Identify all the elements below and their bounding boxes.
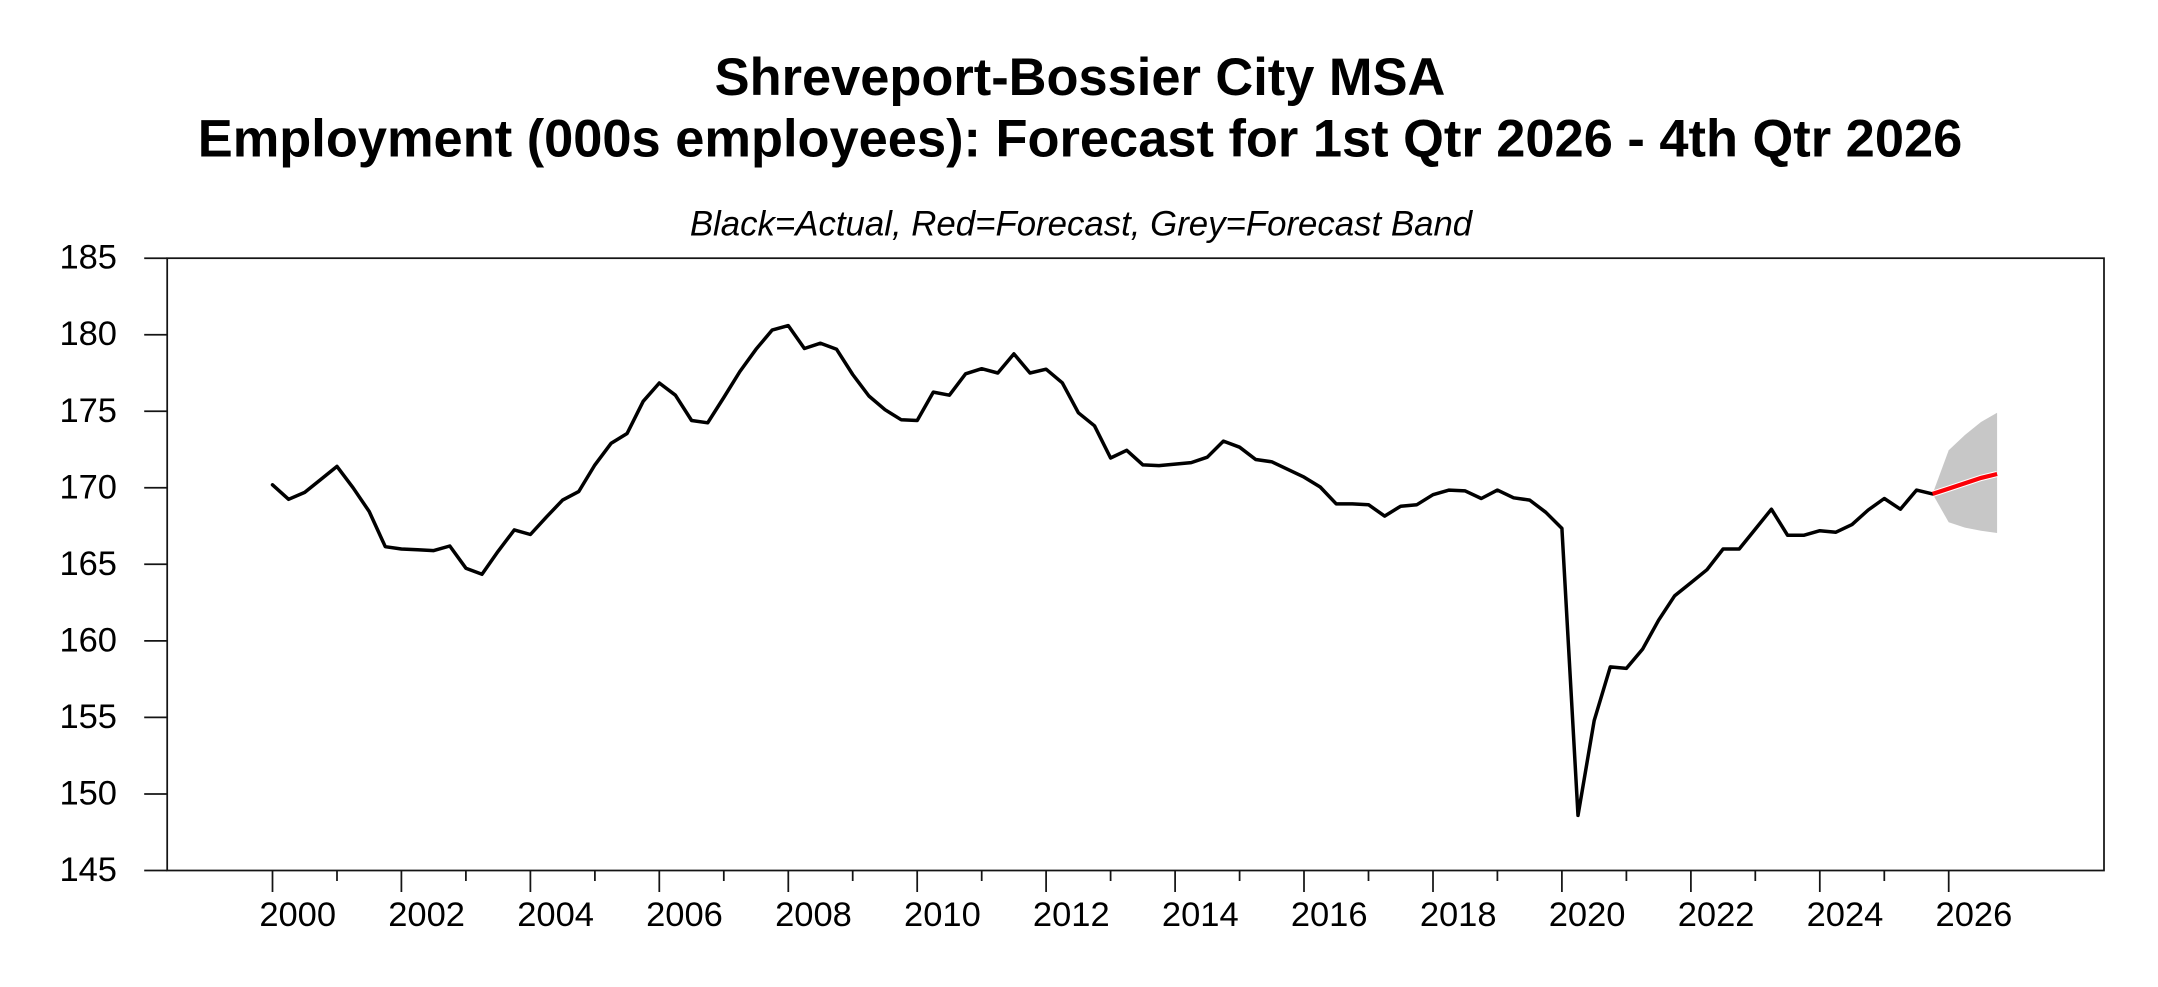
svg-text:2016: 2016: [1291, 896, 1368, 934]
svg-text:2014: 2014: [1162, 896, 1239, 934]
svg-text:185: 185: [59, 239, 117, 277]
svg-text:2012: 2012: [1033, 896, 1110, 934]
svg-text:175: 175: [59, 392, 117, 430]
svg-text:2002: 2002: [388, 896, 465, 934]
svg-text:150: 150: [59, 775, 117, 813]
svg-text:Shreveport-Bossier City MSA: Shreveport-Bossier City MSA: [715, 49, 1446, 107]
svg-text:165: 165: [59, 545, 117, 583]
svg-text:2020: 2020: [1549, 896, 1626, 934]
svg-text:155: 155: [59, 698, 117, 736]
svg-text:2018: 2018: [1420, 896, 1497, 934]
svg-text:Employment (000s employees): F: Employment (000s employees): Forecast fo…: [198, 110, 1962, 168]
svg-text:2008: 2008: [775, 896, 852, 934]
svg-text:2026: 2026: [1936, 896, 2013, 934]
svg-text:2006: 2006: [646, 896, 723, 934]
svg-text:2022: 2022: [1678, 896, 1755, 934]
svg-text:2010: 2010: [904, 896, 981, 934]
svg-text:2004: 2004: [517, 896, 594, 934]
svg-text:160: 160: [59, 621, 117, 659]
svg-text:Black=Actual, Red=Forecast, Gr: Black=Actual, Red=Forecast, Grey=Forecas…: [690, 204, 1474, 243]
svg-text:180: 180: [59, 315, 117, 353]
svg-text:170: 170: [59, 468, 117, 506]
svg-text:2000: 2000: [259, 896, 336, 934]
svg-text:145: 145: [59, 851, 117, 889]
svg-text:2024: 2024: [1807, 896, 1884, 934]
